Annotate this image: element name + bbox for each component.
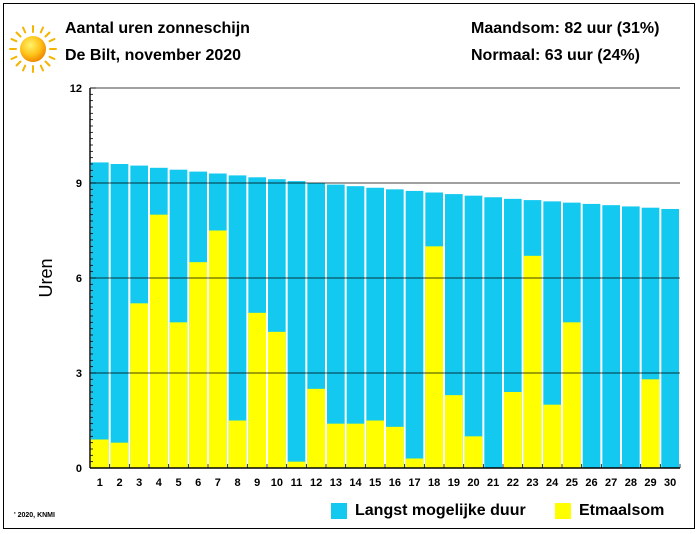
bar-daily-sum-day-6 [189,262,207,468]
x-tick-label-13: 13 [330,477,342,489]
bar-daily-sum-day-3 [130,303,148,468]
bar-daily-sum-day-13 [327,423,345,468]
normal-total-stat: Normaal: 63 uur (24%) [471,47,640,64]
x-tick-label-3: 3 [136,477,142,489]
legend-swatch-daily-sum [555,503,571,519]
x-tick-label-14: 14 [349,477,362,489]
bar-daily-sum-day-20 [464,436,483,468]
x-tick-label-7: 7 [215,477,221,489]
bar-daily-sum-day-19 [445,395,463,468]
bar-daily-sum-day-9 [248,312,266,468]
bar-max-duration-day-14 [346,186,365,468]
bar-daily-sum-day-15 [366,420,384,468]
x-tick-label-10: 10 [271,477,283,489]
y-tick-label-0: 0 [76,463,82,475]
bar-daily-sum-day-8 [228,420,247,468]
x-tick-label-15: 15 [369,477,381,489]
bar-daily-sum-day-16 [386,426,404,468]
bar-daily-sum-day-12 [307,388,325,468]
legend-label-max-duration: Langst mogelijke duur [355,502,526,519]
x-tick-label-12: 12 [310,477,322,489]
x-tick-label-20: 20 [467,477,479,489]
x-tick-label-11: 11 [291,477,303,489]
chart-title: Aantal uren zonneschijn [65,20,250,37]
bar-max-duration-day-26 [582,203,601,468]
bar-max-duration-day-11 [287,181,306,468]
x-tick-label-1: 1 [97,477,103,489]
bar-daily-sum-day-18 [425,246,443,468]
y-tick-label-3: 3 [76,368,82,380]
bar-max-duration-day-20 [464,195,483,468]
bar-max-duration-day-28 [622,206,640,468]
bar-max-duration-day-24 [543,201,561,468]
bar-daily-sum-day-4 [150,214,168,468]
bar-daily-sum-day-23 [523,255,542,468]
bar-daily-sum-day-7 [209,230,227,468]
x-tick-label-19: 19 [448,477,460,489]
y-tick-label-9: 9 [76,178,82,190]
x-tick-label-4: 4 [156,477,163,489]
bar-max-duration-day-1 [91,162,109,468]
x-tick-label-17: 17 [408,477,420,489]
bar-daily-sum-day-22 [504,392,522,468]
x-tick-label-2: 2 [116,477,122,489]
bar-daily-sum-day-10 [268,331,286,468]
x-tick-label-30: 30 [664,477,676,489]
chart-subtitle: De Bilt, november 2020 [65,47,242,64]
bar-max-duration-day-17 [405,190,424,468]
bar-max-duration-day-15 [366,187,384,468]
x-tick-label-28: 28 [625,477,637,489]
bar-max-duration-day-27 [602,205,620,468]
bar-daily-sum-day-1 [91,439,109,468]
x-tick-label-18: 18 [428,477,440,489]
bar-daily-sum-day-25 [563,322,581,468]
sun-icon [9,25,57,73]
x-tick-label-5: 5 [175,477,181,489]
copyright-notice: ' 2020, KNMI [14,512,55,519]
bar-max-duration-day-8 [228,175,247,468]
x-tick-label-21: 21 [487,477,499,489]
bar-max-duration-day-21 [484,197,502,468]
bar-daily-sum-day-2 [110,442,129,468]
bar-max-duration-day-2 [110,164,129,468]
x-tick-label-25: 25 [566,477,578,489]
x-tick-label-29: 29 [644,477,656,489]
x-tick-label-23: 23 [526,477,538,489]
bar-max-duration-day-30 [661,208,679,468]
bar-daily-sum-day-14 [346,423,365,468]
x-tick-label-8: 8 [234,477,240,489]
legend-label-daily-sum: Etmaalsom [579,502,665,519]
bar-daily-sum-day-11 [287,461,306,468]
x-tick-label-9: 9 [254,477,260,489]
bar-daily-sum-day-17 [405,458,424,468]
month-total-stat: Maandsom: 82 uur (31%) [471,20,660,37]
x-tick-label-26: 26 [585,477,597,489]
x-tick-label-24: 24 [546,477,559,489]
y-tick-label-6: 6 [76,273,82,285]
x-tick-label-22: 22 [507,477,519,489]
x-tick-label-6: 6 [195,477,201,489]
x-tick-label-16: 16 [389,477,401,489]
y-tick-label-12: 12 [70,83,82,95]
bar-daily-sum-day-24 [543,404,561,468]
x-tick-label-27: 27 [605,477,617,489]
legend-swatch-max-duration [331,503,347,519]
bar-daily-sum-day-29 [641,379,660,468]
bar-daily-sum-day-5 [169,322,188,468]
y-axis-label: Uren [36,258,56,297]
bar-max-duration-day-13 [327,184,345,469]
bar-max-duration-day-16 [386,189,404,469]
